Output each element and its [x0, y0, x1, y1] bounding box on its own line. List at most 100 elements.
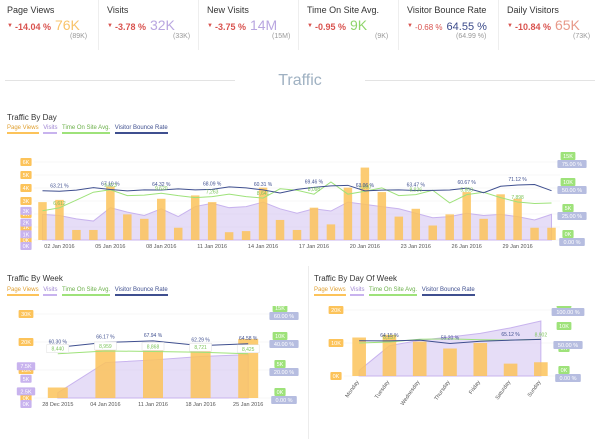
kpi-values: ▼ -3.75 % 14M [207, 17, 277, 35]
time-on-site-label: 8,959 [99, 344, 112, 350]
page-views-bar [411, 208, 421, 240]
axis-badge [20, 197, 32, 205]
legend-page-views[interactable]: Page Views [7, 287, 39, 296]
bounce-rate-label: 67.94 % [144, 333, 163, 339]
kpi-delta: -3.78 % [114, 22, 146, 32]
page-views-bar [382, 334, 397, 376]
axis-badge [555, 374, 581, 382]
time-on-site-label: 8,440 [52, 347, 65, 353]
label-box [46, 344, 70, 353]
page-views-bar [377, 192, 387, 240]
traffic-by-week-legend: Page Views Visits Time On Site Avg. Visi… [7, 287, 171, 296]
page-views-bar [38, 202, 47, 240]
kpi-title: Page Views [7, 5, 55, 15]
time-on-site-label: 8,641 [257, 191, 270, 197]
legend-bounce-rate[interactable]: Visitor Bounce Rate [421, 287, 475, 296]
kpi-previous: (89K) [70, 33, 88, 40]
kpi-title: New Visits [207, 5, 249, 15]
time-on-site-label: 8,425 [242, 347, 255, 353]
right-pct-tick-label: 0.00 % [559, 376, 576, 382]
axis-badge [558, 366, 570, 374]
axis-badge [16, 362, 36, 371]
left-tick-label: 20K [331, 308, 341, 314]
page-views-bar [207, 202, 217, 240]
traffic-by-dow-legend: Page Views Visits Time On Site Avg. Visi… [314, 287, 478, 296]
axis-badge [557, 212, 587, 220]
kpi-bounce-rate[interactable]: Visitor Bounce Rate ▼ -0.68 % 64.55 % (64.… [400, 0, 499, 50]
legend-visits[interactable]: Visits [43, 287, 58, 296]
kpi-time-on-site[interactable]: Time On Site Avg. ▼ -0.95 % 9K (9K) [300, 0, 399, 50]
kpi-previous: (9K) [375, 33, 389, 40]
bounce-rate-label: 63.06 % [356, 183, 375, 189]
kpi-delta: -0.95 % [314, 22, 346, 32]
legend-page-views[interactable]: Page Views [7, 125, 39, 134]
kpi-title: Visits [107, 5, 129, 15]
x-tick-label: 26 Jan 2016 [452, 244, 482, 250]
left-tick-label: 3K [23, 199, 30, 205]
legend-time-on-site[interactable]: Time On Site Avg. [62, 125, 111, 134]
kpi-page-views[interactable]: Page Views ▼ -14.04 % 76K (89K) [0, 0, 99, 50]
legend-time-on-site[interactable]: Time On Site Avg. [369, 287, 418, 296]
bounce-rate-label: 64.32 % [152, 182, 171, 188]
kpi-visits[interactable]: Visits ▼ -3.78 % 32K (33K) [100, 0, 199, 50]
legend-visits[interactable]: Visits [350, 287, 365, 296]
x-tick-label: 14 Jan 2016 [248, 244, 278, 250]
down-arrow-icon: ▼ [307, 22, 313, 29]
bounce-rate-label: 59.20 % [441, 335, 460, 341]
section-divider-left [5, 80, 235, 81]
x-tick-label: 17 Jan 2016 [299, 244, 329, 250]
legend-bounce-rate[interactable]: Visitor Bounce Rate [114, 125, 168, 134]
kpi-value: 76K [54, 17, 80, 33]
x-tick-label: 04 Jan 2016 [90, 402, 120, 408]
axis-badge [274, 388, 286, 396]
right-tick-label: 0K [565, 232, 572, 238]
bounce-rate-label: 60.67 % [457, 180, 476, 186]
page-views-bar [47, 387, 68, 398]
bounce-rate-label: 66.17 % [96, 334, 115, 340]
left-tick-label: 5K [23, 173, 30, 179]
x-tick-label: 08 Jan 2016 [146, 244, 176, 250]
legend-visits[interactable]: Visits [43, 125, 58, 134]
page-views-bar [530, 227, 539, 240]
traffic-by-day-chart: 6,612 9,823 9,620 7,263 8,641 8,098 9,000 8,936… [20, 152, 587, 250]
legend-page-views[interactable]: Page Views [314, 287, 346, 296]
axis-badge [20, 171, 32, 179]
kpi-value: 32K [149, 17, 175, 33]
x-tick-label: Monday [345, 380, 361, 400]
bounce-rate-label: 67.10 % [101, 181, 120, 187]
time-on-site-label: 8,237 [383, 335, 396, 341]
bounce-rate-label: 62.29 % [191, 338, 210, 344]
time-on-site-line [42, 181, 552, 212]
right-tick-label: 5K [277, 362, 284, 368]
axis-badge [274, 360, 286, 368]
axis-badge [272, 306, 288, 312]
page-views-bar [241, 231, 251, 240]
legend-bounce-rate[interactable]: Visitor Bounce Rate [114, 287, 168, 296]
traffic-by-week-title: Traffic By Week [7, 274, 63, 283]
x-tick-label: 29 Jan 2016 [502, 244, 532, 250]
kpi-values: ▼ -14.04 % 76K [7, 17, 80, 35]
page-views-bar [89, 229, 98, 240]
page-views-bar [443, 348, 457, 376]
down-arrow-icon: ▼ [7, 22, 13, 29]
left-visits-tick-label: 1K [23, 232, 30, 238]
label-box [189, 342, 212, 352]
left-visits-tick-label: 0K [23, 244, 30, 250]
right-tick-label: 0K [277, 390, 284, 396]
kpi-value: 64.55 % [446, 21, 487, 33]
legend-time-on-site[interactable]: Time On Site Avg. [62, 287, 111, 296]
bounce-rate-label: 63.47 % [407, 182, 426, 188]
kpi-new-visits[interactable]: New Visits ▼ -3.75 % 14M (15M) [200, 0, 299, 50]
page-views-bar [473, 343, 488, 376]
kpi-daily-visitors[interactable]: Daily Visitors ▼ -10.84 % 65K (73K) [500, 0, 600, 50]
down-arrow-icon: ▼ [407, 22, 413, 29]
left-tick-label: 20K [21, 340, 31, 346]
time-on-site-label: 7,898 [511, 195, 524, 201]
right-pct-tick-label: 0.00 % [563, 240, 580, 246]
kpi-delta: -10.84 % [514, 22, 551, 32]
traffic-by-day-title: Traffic By Day [7, 113, 57, 122]
x-tick-label: 20 Jan 2016 [350, 244, 380, 250]
right-tick-label: 15K [563, 154, 573, 160]
page-views-bar [343, 187, 353, 240]
bounce-rate-line [359, 338, 541, 344]
